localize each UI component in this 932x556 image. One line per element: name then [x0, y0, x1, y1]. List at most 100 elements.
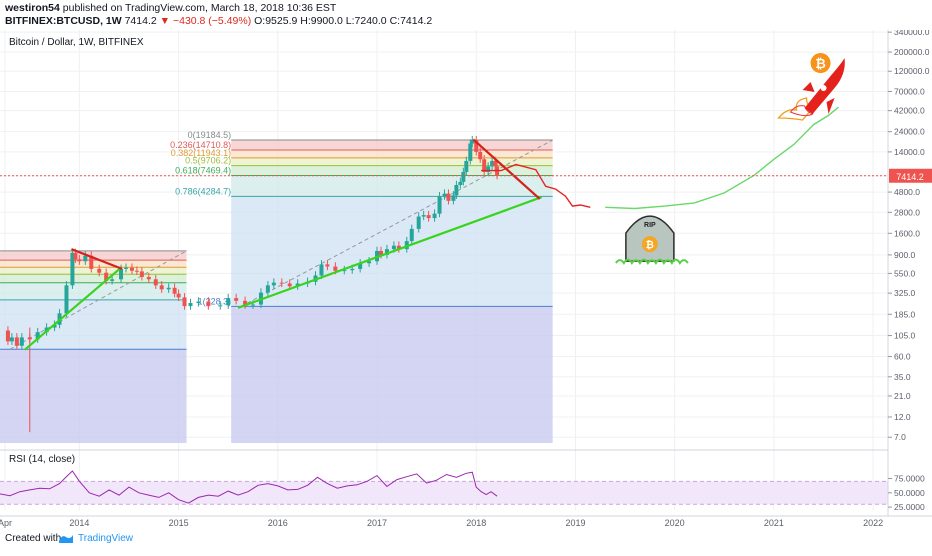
rsi-line — [0, 470, 498, 504]
candle — [470, 135, 475, 148]
candle — [416, 212, 421, 233]
candle — [139, 267, 144, 281]
y-tick-label: 60.0 — [894, 352, 911, 362]
candle — [396, 241, 401, 253]
y-tick-label: 2800.0 — [894, 207, 920, 217]
candle — [454, 180, 459, 199]
candle — [226, 293, 231, 309]
price-axis: 340000.0 200000.0 120000.0 70000.0 42000.0 24… — [0, 30, 932, 528]
y-tick-label: 200000.0 — [894, 47, 930, 57]
candle — [451, 191, 456, 205]
candle — [319, 260, 324, 280]
y-tick-label: 550.0 — [894, 268, 916, 278]
y-tick-label: 42000.0 — [894, 106, 925, 116]
trendline-green — [237, 196, 543, 309]
y-tick-label: 105.0 — [894, 331, 916, 341]
x-tick-label: 2018 — [466, 518, 486, 528]
y-tick-label: 35.0 — [894, 372, 911, 382]
candle — [153, 275, 158, 289]
candle — [482, 155, 487, 176]
fib-band — [0, 299, 187, 350]
candle — [490, 156, 495, 171]
fib-lower-zone — [231, 306, 553, 443]
candle — [146, 272, 151, 283]
price-chart[interactable]: 0(1002.9)0.236(783.4)0.382(647.6)0.5(537… — [0, 30, 932, 556]
rsi-pane — [0, 449, 932, 505]
tradingview-logo-icon — [59, 535, 73, 543]
candle — [426, 210, 431, 222]
candle — [458, 177, 463, 189]
footer: Created with TradingView — [0, 528, 932, 550]
fib-trend-line — [9, 250, 187, 350]
y-tick-label: 70000.0 — [894, 86, 925, 96]
candle — [218, 301, 223, 310]
x-tick-label: 2017 — [367, 518, 387, 528]
candle — [358, 259, 363, 273]
trendline-green — [24, 266, 122, 351]
candle — [478, 147, 483, 163]
publish-line: westiron54 published on TradingView.com,… — [5, 2, 336, 14]
candle — [124, 263, 129, 273]
y-tick-label: 24000.0 — [894, 127, 925, 137]
candle — [437, 191, 442, 218]
candle — [196, 297, 201, 307]
x-tick-label: 2020 — [665, 518, 685, 528]
candle — [421, 210, 426, 221]
price-tag-label: 7414.2 — [896, 172, 924, 182]
rsi-title: RSI (14, close) — [9, 454, 75, 465]
fib-level-label: 0.382(11943.1) — [171, 148, 231, 158]
symbol-label: BITFINEX:BTCUSD, 1W — [5, 15, 122, 27]
y-tick-label: 7.0 — [894, 432, 906, 442]
fib-band — [231, 157, 553, 166]
fib-band — [231, 140, 553, 151]
fib-level-label: 0.236(14710.8) — [170, 140, 231, 150]
drawings: RIP ₿ ₿ — [615, 53, 845, 266]
tombstone-text: RIP — [644, 222, 656, 229]
symbol-line: BITFINEX:BTCUSD, 1W 7414.2 ▼ −430.8 (−5.… — [5, 15, 432, 27]
candle — [14, 333, 19, 350]
fib-lower-zone — [0, 349, 187, 443]
candle — [129, 263, 134, 275]
author-link[interactable]: westiron54 — [5, 2, 60, 14]
fib-level-label: 0.5(9706.2) — [185, 156, 231, 166]
candle — [409, 224, 414, 245]
candle — [442, 189, 447, 200]
rsi-y-tick-label: 50.0000 — [894, 488, 925, 498]
candle — [206, 297, 211, 310]
candle — [464, 156, 469, 176]
candle — [234, 293, 239, 305]
axis-bg — [888, 30, 932, 526]
candle — [134, 266, 139, 275]
y-tick-label: 14000.0 — [894, 147, 925, 157]
candle — [159, 281, 164, 293]
projection-up — [605, 106, 839, 210]
tradingview-link[interactable]: TradingView — [78, 533, 134, 544]
publish-header: westiron54 published on TradingView.com,… — [0, 0, 932, 30]
bitcoin-icon — [810, 53, 831, 74]
y-tick-label: 4800.0 — [894, 187, 920, 197]
fib-band — [0, 267, 187, 275]
candle — [64, 281, 69, 317]
candle — [271, 278, 276, 289]
fib-band — [231, 165, 553, 176]
candle — [384, 244, 389, 259]
candle — [279, 278, 284, 288]
candle — [52, 320, 57, 332]
grass — [615, 258, 689, 266]
y-tick-label: 1600.0 — [894, 228, 920, 238]
y-tick-label: 185.0 — [894, 309, 916, 319]
candle — [5, 326, 10, 345]
fib-trend-line — [240, 139, 553, 307]
candle — [77, 255, 82, 265]
candle — [243, 296, 248, 309]
svg-text:₿: ₿ — [815, 56, 826, 71]
rsi-y-tick-label: 25.0000 — [894, 502, 925, 512]
fib-level-label: 0.618(7469.4) — [175, 165, 231, 175]
y-tick-label: 12.0 — [894, 412, 911, 422]
y-tick-label: 900.0 — [894, 250, 916, 260]
fib-band — [0, 274, 187, 283]
candle — [166, 283, 171, 293]
chart-title: Bitcoin / Dollar, 1W, BITFINEX — [9, 37, 144, 48]
candle — [446, 189, 451, 205]
last-price: 7414.2 — [124, 15, 157, 27]
